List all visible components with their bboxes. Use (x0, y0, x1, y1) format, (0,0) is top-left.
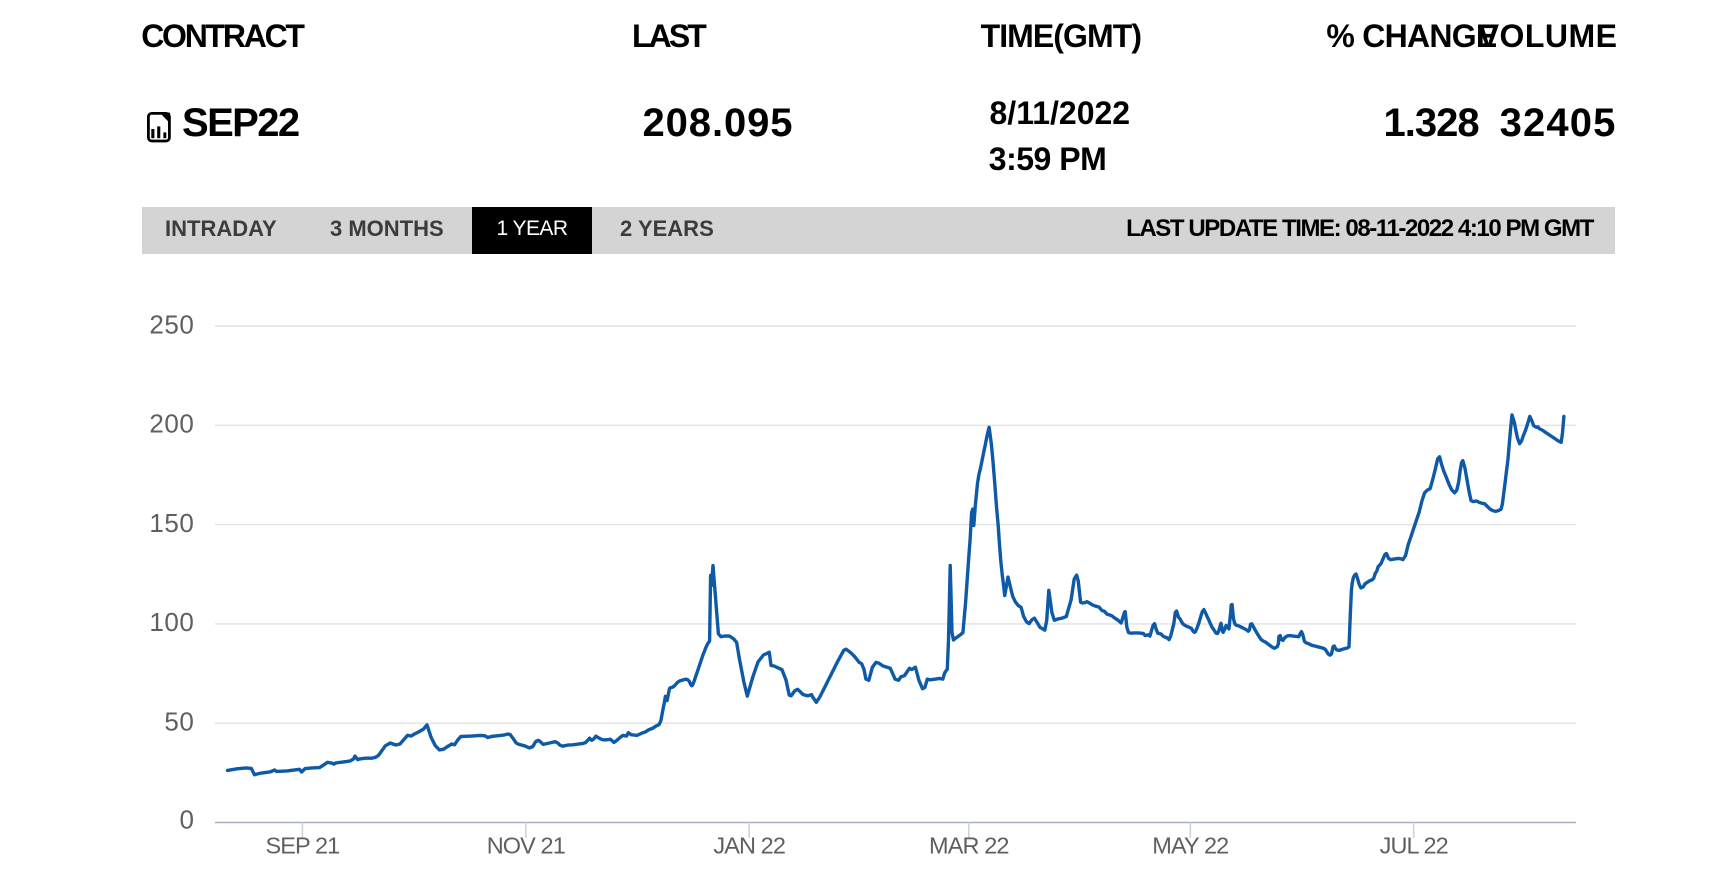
svg-text:100: 100 (149, 607, 194, 637)
svg-text:200: 200 (149, 409, 194, 439)
svg-text:MAY 22: MAY 22 (1152, 833, 1228, 859)
svg-text:0: 0 (179, 805, 194, 835)
svg-text:JAN 22: JAN 22 (713, 833, 785, 859)
svg-text:JUL 22: JUL 22 (1380, 833, 1448, 859)
svg-text:250: 250 (149, 310, 194, 340)
svg-text:SEP 21: SEP 21 (265, 833, 339, 859)
svg-text:50: 50 (164, 706, 194, 736)
svg-text:NOV 21: NOV 21 (487, 833, 565, 859)
svg-text:150: 150 (149, 508, 194, 538)
svg-text:MAR 22: MAR 22 (929, 833, 1009, 859)
